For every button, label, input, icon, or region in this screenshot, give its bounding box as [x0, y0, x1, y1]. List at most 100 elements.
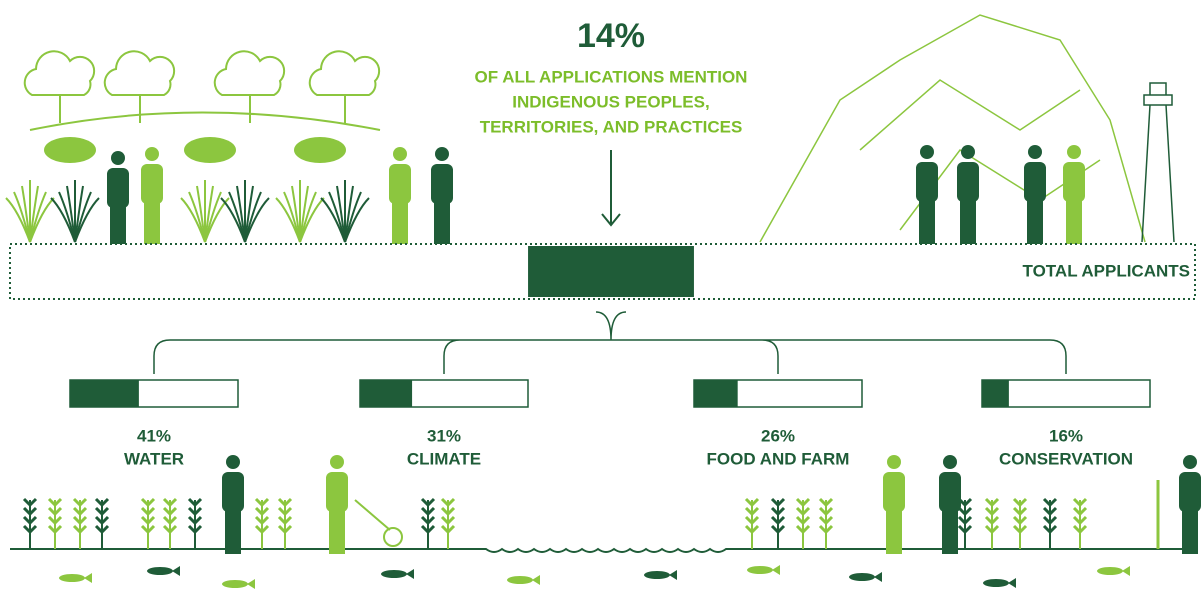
person-head — [961, 145, 975, 159]
wheat-grain — [1072, 506, 1088, 516]
wheat-grain — [744, 524, 760, 534]
person-legs — [1027, 198, 1043, 244]
fish — [644, 571, 670, 579]
wheat-grain — [254, 524, 270, 534]
wheat-grain — [162, 524, 178, 534]
fish-tail — [1008, 578, 1016, 588]
person-body — [107, 168, 129, 208]
fish — [59, 574, 85, 582]
person-legs — [110, 204, 126, 250]
person-head — [145, 147, 159, 161]
wheat-grain — [957, 515, 973, 525]
tree — [213, 50, 286, 123]
tree — [308, 50, 381, 123]
headline-text: TERRITORIES, AND PRACTICES — [480, 117, 743, 136]
value-label: 26% — [761, 426, 795, 445]
wheat-grain — [984, 524, 1000, 534]
wheat-grain — [187, 515, 203, 525]
wheat-grain — [277, 506, 293, 516]
wheat-grain — [818, 524, 834, 534]
person-body — [389, 164, 411, 204]
wheat-grain — [47, 515, 63, 525]
hill — [29, 111, 381, 131]
wheat-grain — [1012, 497, 1028, 507]
wheat-grain — [440, 497, 456, 507]
wheat-grain — [187, 497, 203, 507]
arrow-head — [601, 213, 621, 227]
wheat-grain — [420, 497, 436, 507]
wheat-grain — [162, 506, 178, 516]
wheat-grain — [1012, 506, 1028, 516]
wheat-grain — [1042, 506, 1058, 516]
net-hoop — [383, 527, 403, 547]
wheat-grain — [22, 506, 38, 516]
category-label: FOOD AND FARM — [707, 449, 850, 468]
wheat-grain — [94, 497, 110, 507]
person-body — [883, 472, 905, 512]
wheat-grain — [1042, 524, 1058, 534]
wheat-grain — [94, 515, 110, 525]
person-head — [943, 455, 957, 469]
tree — [103, 50, 176, 123]
wheat-grain — [22, 524, 38, 534]
net — [354, 499, 391, 531]
person-legs — [919, 198, 935, 244]
wheat-grain — [94, 506, 110, 516]
person-head — [1183, 455, 1197, 469]
wheat-grain — [187, 506, 203, 516]
person-head — [435, 147, 449, 161]
person-body — [431, 164, 453, 204]
fish-tail — [1122, 566, 1130, 576]
person-head — [226, 455, 240, 469]
fish-tail — [406, 569, 414, 579]
bar — [694, 380, 738, 407]
wheat-grain — [1072, 497, 1088, 507]
mountain — [759, 14, 1146, 243]
connector — [153, 339, 1067, 374]
wheat-grain — [744, 515, 760, 525]
value-label: 31% — [427, 426, 461, 445]
headline-text: INDIGENOUS PEOPLES, — [512, 92, 709, 111]
person-body — [1063, 162, 1085, 202]
wheat-grain — [795, 524, 811, 534]
fish-tail — [772, 565, 780, 575]
person-legs — [1066, 198, 1082, 244]
wheat-grain — [795, 497, 811, 507]
wheat-grain — [72, 506, 88, 516]
fish-tail — [874, 572, 882, 582]
wheat-grain — [984, 515, 1000, 525]
bar — [982, 380, 1009, 407]
wheat-grain — [770, 515, 786, 525]
fish-tail — [84, 573, 92, 583]
wheat-grain — [72, 515, 88, 525]
category-label: WATER — [124, 449, 184, 468]
wheat-grain — [440, 524, 456, 534]
person-legs — [434, 200, 450, 246]
bar-frame — [981, 379, 1151, 408]
wheat-grain — [277, 515, 293, 525]
wheat-grain — [957, 524, 973, 534]
wheat-grain — [1072, 524, 1088, 534]
headline-bar — [528, 246, 694, 297]
person-head — [330, 455, 344, 469]
person-head — [393, 147, 407, 161]
grass — [244, 197, 270, 243]
fish — [222, 580, 248, 588]
grass — [344, 197, 370, 243]
bison — [184, 137, 236, 163]
fish-tail — [669, 570, 677, 580]
wheat-grain — [162, 515, 178, 525]
wheat-grain — [770, 497, 786, 507]
person-body — [1179, 472, 1201, 512]
person-head — [111, 151, 125, 165]
person-legs — [942, 508, 958, 554]
wheat-grain — [254, 515, 270, 525]
total-label: TOTAL APPLICANTS — [1023, 261, 1191, 280]
person-legs — [392, 200, 408, 246]
bar — [360, 380, 413, 407]
wheat-grain — [818, 497, 834, 507]
wheat-grain — [140, 506, 156, 516]
person-body — [957, 162, 979, 202]
wheat-grain — [818, 515, 834, 525]
